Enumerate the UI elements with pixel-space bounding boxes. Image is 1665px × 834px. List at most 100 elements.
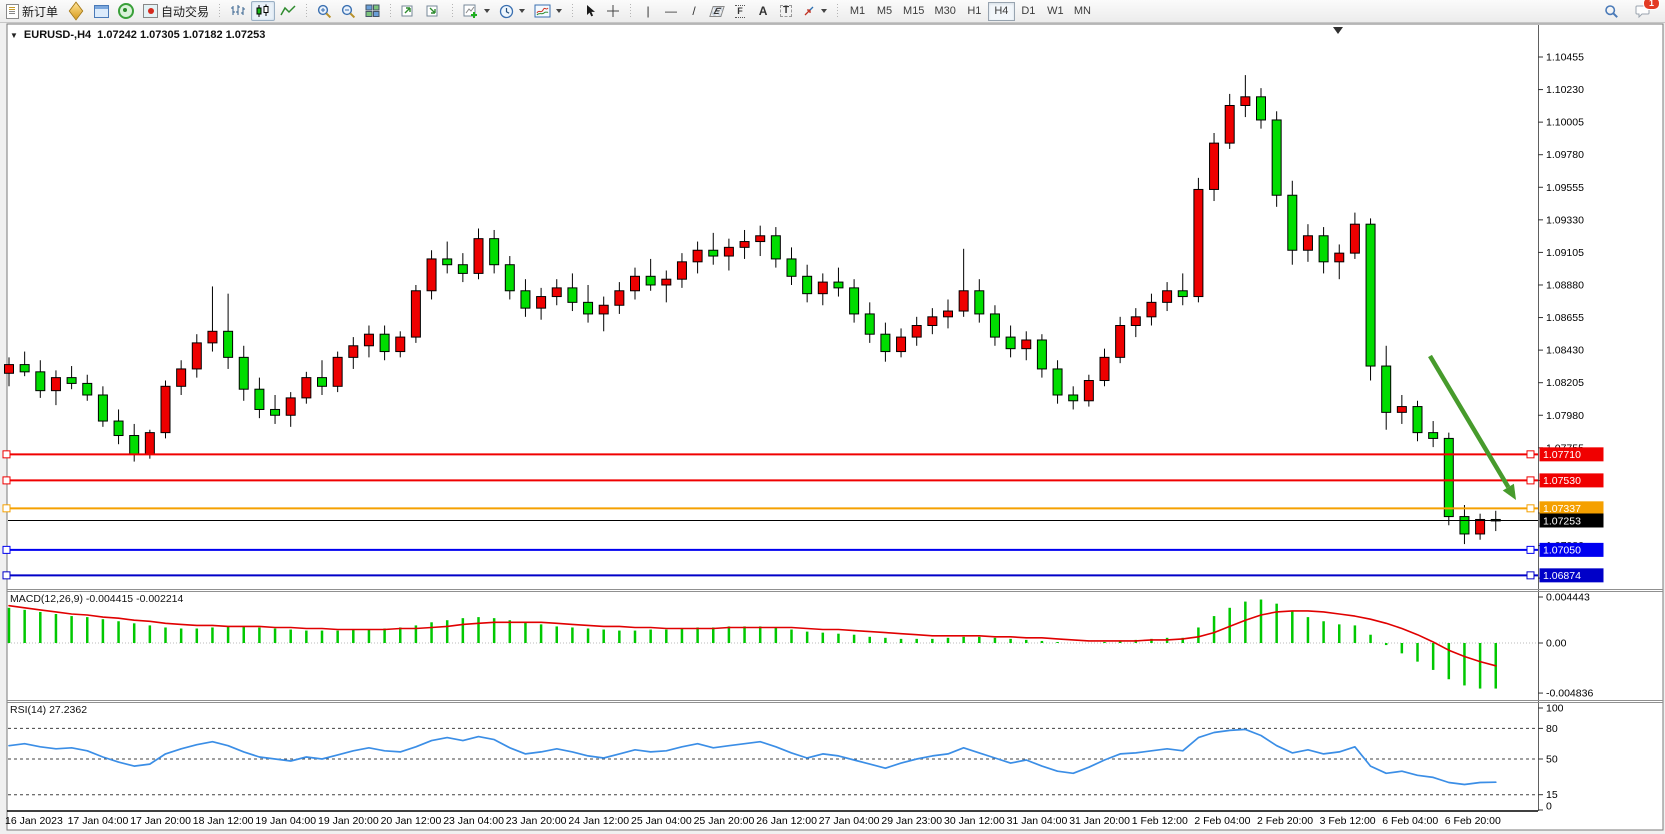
svg-text:15: 15 xyxy=(1546,789,1558,801)
text-tool-button[interactable]: A xyxy=(752,1,774,21)
data-window-icon xyxy=(94,4,110,18)
candlestick-icon xyxy=(256,4,269,17)
trendline-icon: / xyxy=(692,4,696,18)
data-window-button[interactable] xyxy=(90,1,113,21)
bar-chart-mode-button[interactable] xyxy=(226,1,250,21)
collapse-arrow-icon[interactable]: ▼ xyxy=(10,30,18,40)
svg-text:1.10005: 1.10005 xyxy=(1546,117,1584,129)
period-button[interactable] xyxy=(495,1,529,21)
auto-arrange-button[interactable] xyxy=(397,1,421,21)
trendline-tool-button[interactable]: / xyxy=(683,1,705,21)
toolbar-separator xyxy=(450,3,456,19)
signals-button[interactable] xyxy=(114,1,138,21)
toolbar-separator xyxy=(835,3,841,19)
arrows-tool-button[interactable] xyxy=(798,1,831,21)
svg-text:1.07337: 1.07337 xyxy=(1543,503,1581,515)
market-watch-button[interactable] xyxy=(63,1,89,21)
autotrading-icon xyxy=(143,4,159,18)
timeframe-bar: M1 M5 M15 M30 H1 H4 D1 W1 MN xyxy=(844,1,1096,21)
zoom-out-button[interactable] xyxy=(337,1,360,21)
bar-chart-icon xyxy=(231,5,246,15)
toolbar-separator xyxy=(628,3,634,19)
svg-text:17 Jan 04:00: 17 Jan 04:00 xyxy=(68,815,129,827)
timeframe-MN[interactable]: MN xyxy=(1069,2,1096,21)
svg-text:25 Jan 04:00: 25 Jan 04:00 xyxy=(631,815,692,827)
new-order-button[interactable]: 新订单 xyxy=(2,1,62,21)
crosshair-tool-button[interactable] xyxy=(602,1,624,21)
svg-text:1.09330: 1.09330 xyxy=(1546,214,1584,226)
svg-text:0.00: 0.00 xyxy=(1546,638,1567,650)
template-icon xyxy=(534,4,551,18)
timeframe-H1[interactable]: H1 xyxy=(961,2,988,21)
zoom-in-icon xyxy=(317,4,332,18)
svg-text:30 Jan 12:00: 30 Jan 12:00 xyxy=(944,815,1005,827)
tile-windows-button[interactable] xyxy=(361,1,384,21)
svg-text:27 Jan 04:00: 27 Jan 04:00 xyxy=(819,815,880,827)
toolbar-separator xyxy=(570,3,576,19)
svg-text:23 Jan 20:00: 23 Jan 20:00 xyxy=(506,815,567,827)
svg-text:-0.004836: -0.004836 xyxy=(1546,688,1593,700)
timeframe-H4[interactable]: H4 xyxy=(987,1,1015,21)
svg-text:17 Jan 20:00: 17 Jan 20:00 xyxy=(130,815,191,827)
svg-text:1.08430: 1.08430 xyxy=(1546,345,1584,357)
timeframe-M30[interactable]: M30 xyxy=(929,2,960,21)
timeframe-D1[interactable]: D1 xyxy=(1015,2,1042,21)
new-order-icon xyxy=(6,3,19,19)
text-label-icon: T xyxy=(779,5,793,17)
svg-text:6 Feb 20:00: 6 Feb 20:00 xyxy=(1445,815,1501,827)
text-label-tool-button[interactable]: T xyxy=(775,1,797,21)
timeframe-W1[interactable]: W1 xyxy=(1042,2,1069,21)
svg-text:26 Jan 12:00: 26 Jan 12:00 xyxy=(756,815,817,827)
arrange-windows-icon xyxy=(426,5,438,17)
clock-icon xyxy=(499,4,514,18)
dropdown-caret xyxy=(484,9,491,13)
rsi-indicator-label: RSI(14) 27.2362 xyxy=(10,704,88,716)
svg-text:24 Jan 12:00: 24 Jan 12:00 xyxy=(568,815,629,827)
dropdown-caret xyxy=(821,9,828,13)
chart-symbol: EURUSD-,H4 xyxy=(23,29,92,41)
toolbar-separator xyxy=(217,3,223,19)
svg-text:2 Feb 04:00: 2 Feb 04:00 xyxy=(1194,815,1250,827)
fibonacci-tool-button[interactable]: F xyxy=(729,1,751,21)
text-tool-icon: A xyxy=(758,4,768,18)
vertical-line-icon: | xyxy=(646,4,650,18)
svg-text:50: 50 xyxy=(1546,754,1558,766)
notifications-button[interactable]: 1 xyxy=(1631,0,1660,21)
channel-tool-button[interactable]: E xyxy=(706,1,728,21)
toolbar-right-tools: 1 xyxy=(1600,0,1663,21)
market-watch-icon xyxy=(68,1,84,21)
timeframe-M15[interactable]: M15 xyxy=(898,2,929,21)
new-chart-button[interactable] xyxy=(459,1,494,21)
zoom-out-icon xyxy=(341,4,356,18)
svg-text:1.08655: 1.08655 xyxy=(1546,312,1584,324)
cursor-tool-button[interactable] xyxy=(579,1,601,21)
candlestick-mode-button[interactable] xyxy=(251,1,276,21)
svg-text:1 Feb 12:00: 1 Feb 12:00 xyxy=(1132,815,1188,827)
svg-text:31 Jan 04:00: 31 Jan 04:00 xyxy=(1007,815,1068,827)
vertical-line-tool-button[interactable]: | xyxy=(637,1,659,21)
svg-text:1.09105: 1.09105 xyxy=(1546,247,1584,259)
svg-text:25 Jan 20:00: 25 Jan 20:00 xyxy=(694,815,755,827)
svg-text:29 Jan 23:00: 29 Jan 23:00 xyxy=(881,815,942,827)
svg-text:31 Jan 20:00: 31 Jan 20:00 xyxy=(1069,815,1130,827)
arrange-windows-button[interactable] xyxy=(422,1,446,21)
zoom-in-button[interactable] xyxy=(313,1,336,21)
svg-text:1.09555: 1.09555 xyxy=(1546,182,1584,194)
svg-text:1.08205: 1.08205 xyxy=(1546,377,1584,389)
new-order-label: 新订单 xyxy=(22,4,59,19)
svg-text:1.07980: 1.07980 xyxy=(1546,410,1584,422)
line-chart-mode-button[interactable] xyxy=(276,1,300,21)
svg-text:1.10455: 1.10455 xyxy=(1546,52,1584,64)
autotrading-button[interactable]: 自动交易 xyxy=(139,1,213,21)
arrows-shapes-icon xyxy=(804,6,814,15)
timeframe-M5[interactable]: M5 xyxy=(871,2,898,21)
horizontal-line-tool-button[interactable]: — xyxy=(660,1,682,21)
svg-text:1.06874: 1.06874 xyxy=(1543,570,1581,582)
timeframe-M1[interactable]: M1 xyxy=(844,2,871,21)
templates-button[interactable] xyxy=(530,1,566,21)
svg-text:1.10230: 1.10230 xyxy=(1546,84,1584,96)
search-button[interactable] xyxy=(1600,1,1623,21)
svg-text:1.07253: 1.07253 xyxy=(1543,515,1581,527)
svg-text:6 Feb 04:00: 6 Feb 04:00 xyxy=(1382,815,1438,827)
